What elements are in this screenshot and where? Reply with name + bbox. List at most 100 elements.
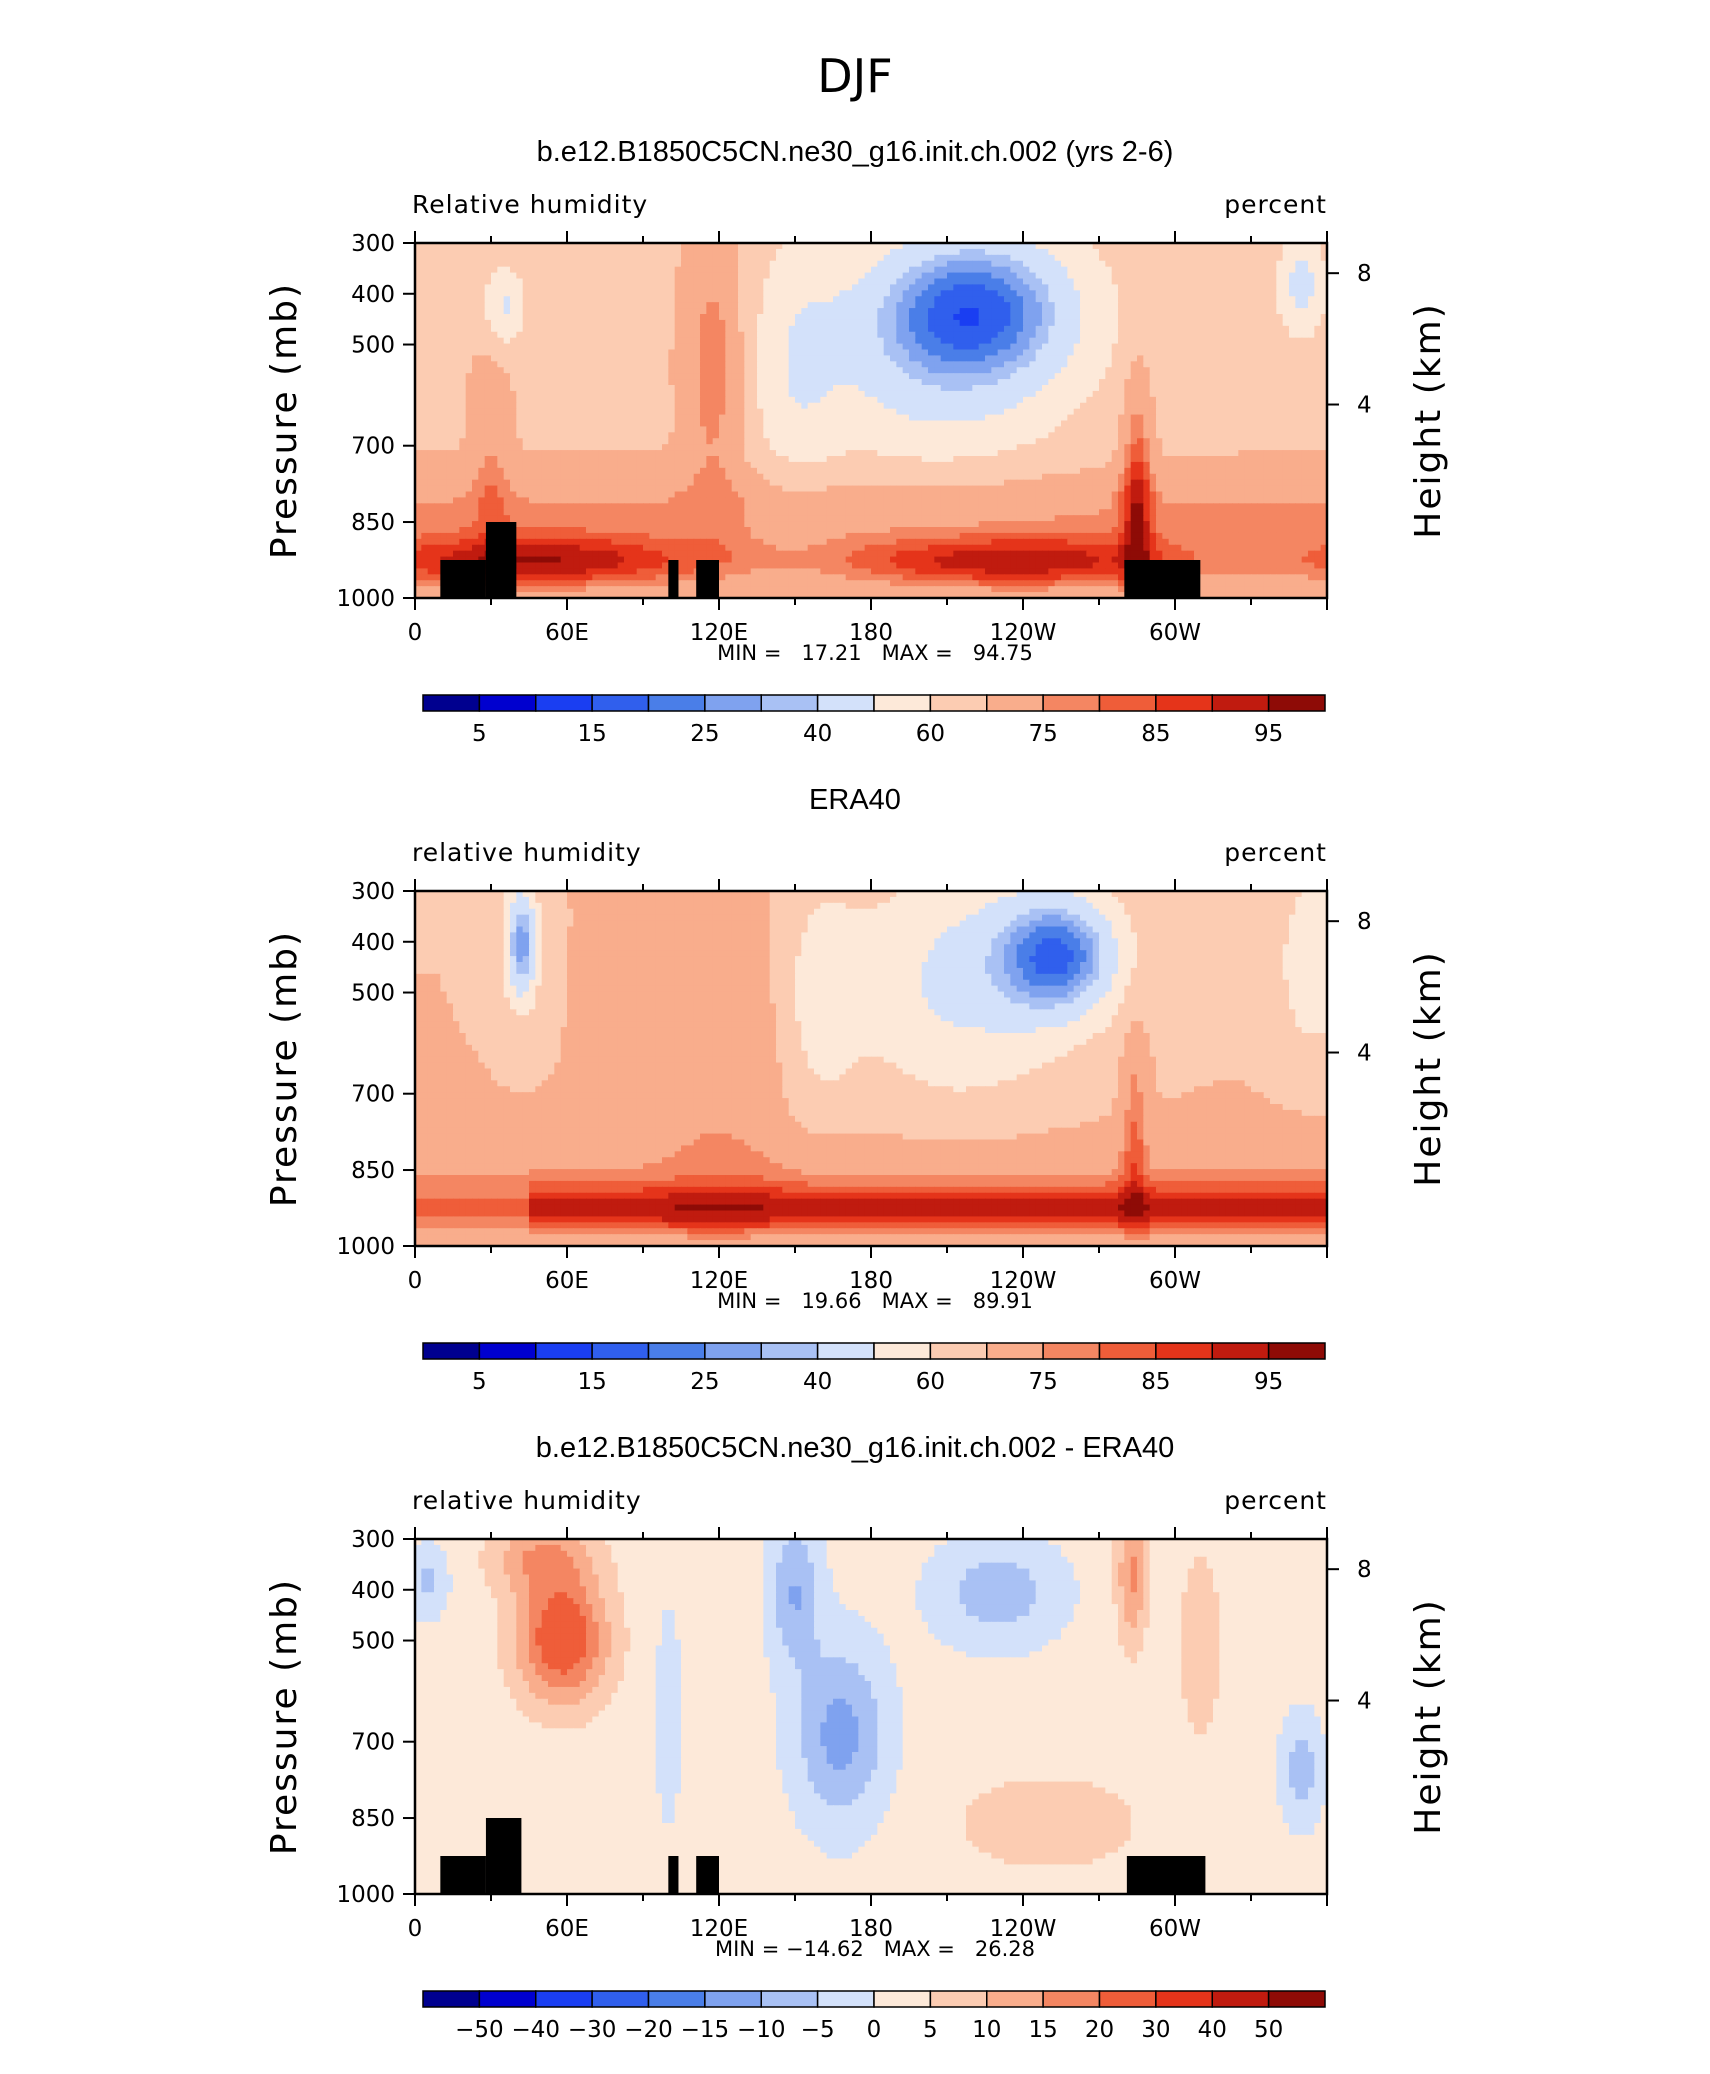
contour-cell	[966, 402, 973, 410]
contour-cell	[795, 402, 802, 410]
contour-cell	[446, 367, 454, 374]
contour-cell	[643, 260, 650, 268]
contour-cell	[1086, 260, 1094, 268]
contour-cell	[757, 290, 764, 297]
contour-cell	[1232, 373, 1239, 380]
contour-cell	[1219, 254, 1227, 262]
contour-cell	[719, 355, 726, 362]
contour-cell	[421, 254, 429, 262]
contour-cell	[516, 243, 524, 250]
contour-cell	[1143, 254, 1151, 262]
contour-cell	[902, 420, 910, 428]
contour-cell	[529, 444, 536, 451]
contour-cell	[541, 314, 549, 321]
contour-cell	[1111, 243, 1119, 250]
contour-cell	[852, 367, 859, 374]
contour-cell	[465, 319, 473, 327]
contour-cell	[630, 373, 638, 380]
contour-cell	[611, 390, 619, 398]
contour-cell	[769, 296, 777, 303]
contour-cell	[921, 278, 929, 286]
contour-cell	[440, 361, 448, 368]
contour-cell	[902, 402, 910, 410]
contour-cell	[579, 290, 587, 297]
contour-cell	[491, 243, 498, 250]
contour-cell	[928, 367, 935, 374]
contour-cell	[1124, 438, 1132, 445]
contour-cell	[503, 319, 511, 327]
contour-cell	[909, 402, 916, 410]
contour-cell	[788, 248, 796, 256]
contour-cell	[554, 266, 562, 274]
contour-cell	[598, 408, 606, 416]
contour-cell	[763, 408, 771, 416]
contour-cell	[978, 325, 986, 333]
contour-cell	[896, 260, 904, 268]
contour-cell	[883, 308, 891, 315]
contour-cell	[681, 260, 688, 268]
contour-cell	[491, 260, 498, 268]
contour-cell	[529, 379, 536, 386]
contour-cell	[1048, 290, 1056, 297]
contour-cell	[1301, 420, 1309, 428]
contour-cell	[883, 325, 891, 333]
contour-cell	[921, 402, 929, 410]
contour-cell	[567, 314, 574, 321]
contour-cell	[605, 343, 612, 351]
contour-cell	[643, 390, 650, 398]
contour-cell	[1042, 402, 1049, 410]
contour-cell	[1010, 420, 1018, 428]
season-title: DJF	[817, 49, 892, 103]
contour-cell	[427, 254, 435, 262]
contour-cell	[636, 390, 644, 398]
contour-cell	[1219, 432, 1227, 439]
contour-cell	[750, 278, 758, 286]
contour-cell	[472, 243, 479, 250]
contour-cell	[484, 432, 492, 439]
contour-cell	[624, 243, 631, 250]
contour-cell	[548, 367, 555, 374]
contour-cell	[453, 361, 460, 368]
contour-cell	[1238, 343, 1246, 351]
contour-cell	[1023, 243, 1030, 250]
contour-cell	[592, 396, 600, 404]
contour-cell	[510, 355, 517, 362]
contour-cell	[491, 420, 498, 428]
contour-cell	[1175, 243, 1182, 250]
contour-cell	[769, 349, 777, 357]
contour-cell	[1048, 420, 1056, 428]
contour-cell	[427, 272, 435, 280]
contour-cell	[1162, 408, 1170, 416]
contour-cell	[1099, 248, 1106, 256]
contour-cell	[1149, 367, 1157, 374]
contour-cell	[643, 438, 650, 445]
contour-cell	[997, 319, 1005, 327]
contour-cell	[1016, 284, 1024, 291]
contour-cell	[820, 266, 828, 274]
contour-cell	[668, 248, 676, 256]
contour-cell	[674, 272, 682, 280]
contour-cell	[510, 266, 517, 274]
contour-cell	[497, 444, 505, 451]
contour-cell	[864, 260, 872, 268]
contour-cell	[649, 438, 657, 445]
contour-cell	[1156, 331, 1163, 339]
contour-cell	[978, 444, 986, 451]
contour-cell	[1137, 432, 1144, 439]
contour-cell	[833, 260, 840, 268]
contour-cell	[890, 254, 897, 262]
contour-cell	[890, 331, 897, 339]
contour-cell	[776, 243, 783, 250]
contour-cell	[440, 355, 448, 362]
contour-cell	[1111, 420, 1119, 428]
contour-cell	[1251, 379, 1258, 386]
contour-cell	[1029, 373, 1037, 380]
contour-cell	[1276, 390, 1284, 398]
contour-cell	[655, 390, 663, 398]
contour-cell	[1206, 296, 1214, 303]
contour-cell	[1232, 314, 1239, 321]
contour-cell	[852, 243, 859, 250]
contour-cell	[1118, 408, 1125, 416]
contour-cell	[1168, 272, 1176, 280]
contour-cell	[497, 355, 505, 362]
